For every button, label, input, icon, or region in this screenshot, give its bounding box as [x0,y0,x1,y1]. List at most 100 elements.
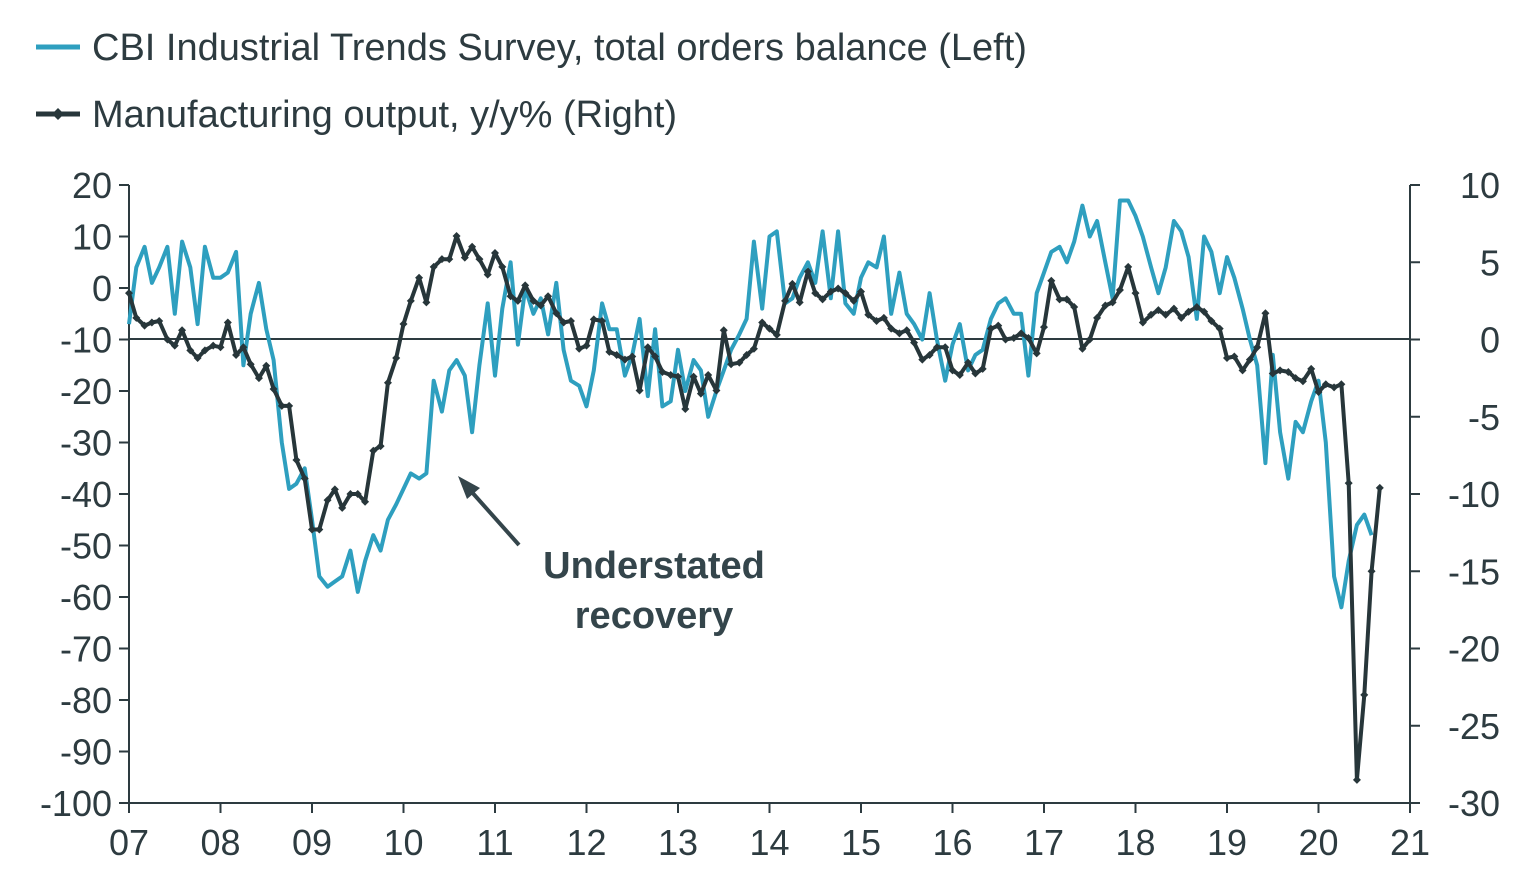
series-output-point [376,442,385,451]
series-output-point [406,296,415,305]
series-output-point [598,316,607,325]
series-output-point [704,371,713,380]
right-tick-label: -20 [1448,629,1500,670]
series-output-point [681,405,690,414]
left-tick-label: -100 [40,783,112,824]
series-output-line [127,234,1382,782]
x-tick-label: 21 [1390,822,1430,863]
series-output-point [1321,380,1330,389]
series-output-point [513,296,522,305]
series-output-point [178,326,187,335]
series-output-point [216,343,225,352]
series-output-point [475,255,484,264]
right-tick-label: -15 [1448,551,1500,592]
series-output-point [1009,333,1018,342]
left-tick-label: 20 [72,165,112,206]
x-tick-label: 13 [658,822,698,863]
series-output-point [170,341,179,350]
series-output-point [308,525,316,534]
series-output-point [1200,307,1209,316]
series-output-point [735,358,744,367]
series-output-point [1337,380,1346,389]
left-tick-label: 0 [92,268,112,309]
right-tick-label: 10 [1460,165,1500,206]
series-output-point [498,262,507,271]
annotation-line-2: recovery [575,595,733,637]
series-output-point [292,456,301,465]
legend: CBI Industrial Trends Survey, total orde… [36,27,1027,136]
series-output-point [1093,313,1102,322]
x-tick-label: 18 [1115,822,1155,863]
right-tick-label: 0 [1480,320,1500,361]
series-output-point [803,267,812,276]
legend-marker-output [52,108,64,120]
series-output-point [1124,262,1133,271]
series-output-point [399,320,408,329]
series-output-point [1360,690,1369,699]
series-output-point [788,279,797,288]
series-output-point [193,354,202,363]
series-output-point [1032,349,1041,358]
x-tick-label: 11 [476,822,513,863]
series-output-point [1352,775,1361,784]
left-tick-label: -30 [60,423,112,464]
x-axis-ticks: 07 08 09 10 11 12 13 14 15 16 17 18 19 20 21 [109,803,1430,863]
series-output-point [964,358,973,367]
series-output [125,231,1384,784]
series-output-point [1298,377,1307,386]
x-tick-label: 10 [383,822,423,863]
series-output-point [826,287,835,296]
series-output-point [658,367,667,376]
series-output-point [575,344,584,353]
series-output-point [1085,335,1094,344]
series-output-point [857,287,865,296]
series-output-point [605,347,614,356]
series-output-point [872,316,881,325]
series-output-point [1184,307,1193,316]
series-output-point [1268,369,1277,378]
series-output-point [1253,343,1262,352]
series-output-point [506,292,515,301]
series-output-point [1138,318,1147,327]
series-output-point [140,321,149,330]
series-output-point [795,298,804,307]
annotation-arrowhead [458,476,480,499]
series-output-point [948,366,957,375]
series-output-point [566,316,575,325]
series-output-point [895,329,904,338]
series-output-point [1024,333,1033,342]
series-output-point [635,386,644,395]
left-axis-ticks: 20 10 0 -10 -20 -30 -40 -50 -60 -70 -80 -90 -100 [40,165,129,824]
series-output-point [155,316,164,325]
series-output-point [452,231,461,240]
series-output-point [749,344,758,353]
legend-label-cbi: CBI Industrial Trends Survey, total orde… [92,27,1027,69]
series-output-point [781,296,790,305]
series-output-point [772,330,781,339]
series-output-point [262,361,271,370]
series-output-point [1291,374,1300,383]
series-output-point [361,497,370,506]
series-output-point [536,301,545,310]
series-output-point [330,485,339,494]
series-output-point [277,401,286,410]
series-output-point [841,289,850,298]
series-output-point [552,309,561,318]
left-tick-label: -10 [60,320,112,361]
series-output-point [727,360,736,369]
series-output-point [338,503,347,512]
x-tick-label: 19 [1207,822,1247,863]
left-tick-label: -80 [60,680,112,721]
left-tick-label: -60 [60,577,112,618]
series-output-point [978,364,987,373]
series-output-point [849,296,858,305]
series-output-point [1223,354,1231,363]
series-output-point [1344,479,1353,488]
series-output-point [392,354,401,363]
series-output-point [1177,313,1186,322]
series-output-point [955,371,964,380]
x-tick-label: 09 [292,822,332,863]
series-output-point [719,326,728,335]
series-output-point [674,372,682,381]
right-tick-label: -25 [1448,706,1500,747]
